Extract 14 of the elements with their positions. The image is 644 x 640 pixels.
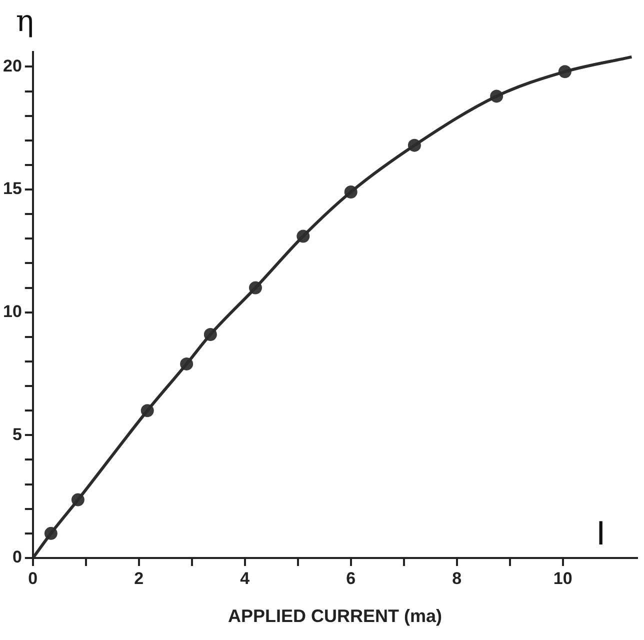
y-tick-label: 15	[2, 179, 22, 198]
y-tick-label: 0	[12, 548, 22, 567]
x-tick-label: 0	[28, 568, 38, 588]
y-tick-label: 20	[2, 56, 22, 76]
y-tick-label: 10	[2, 302, 22, 322]
x-tick-label: 4	[240, 568, 250, 588]
x-tick-label: 6	[346, 568, 356, 588]
x-tick-label: 10	[553, 568, 572, 588]
x-tick-label: 2	[134, 568, 144, 588]
x-tick-label: 8	[452, 568, 462, 588]
x-axis-title: APPLIED CURRENT (ma)	[228, 606, 442, 626]
y-axis-title: η	[16, 4, 34, 39]
y-tick-label: 5	[12, 424, 22, 444]
annotation: I	[596, 514, 606, 552]
